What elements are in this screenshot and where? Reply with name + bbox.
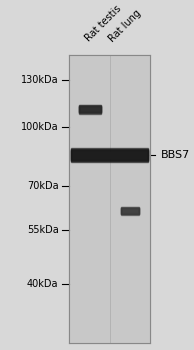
Bar (71, 148, 148, 162)
Bar (121, 208, 139, 214)
Bar (71, 150, 148, 160)
Bar (79, 106, 100, 113)
Bar (79, 105, 100, 113)
Bar (121, 207, 139, 214)
Text: 70kDa: 70kDa (27, 181, 59, 191)
Bar (79, 106, 100, 113)
Bar (71, 148, 148, 162)
Bar (121, 208, 139, 213)
Text: 40kDa: 40kDa (27, 279, 59, 289)
Bar (79, 105, 100, 113)
Text: Rat lung: Rat lung (107, 8, 143, 44)
Bar (79, 106, 100, 112)
Bar (121, 207, 139, 215)
Text: Rat testis: Rat testis (83, 4, 123, 44)
Text: 100kDa: 100kDa (21, 122, 59, 132)
Bar (71, 150, 148, 160)
Bar (121, 208, 139, 213)
Bar (79, 105, 100, 113)
Bar (121, 208, 139, 214)
Bar (121, 208, 139, 213)
Bar (121, 208, 139, 213)
Bar (79, 105, 100, 113)
Text: BBS7: BBS7 (161, 150, 190, 160)
Text: 55kDa: 55kDa (27, 225, 59, 236)
Bar (79, 106, 100, 112)
Bar (71, 149, 148, 161)
Bar (79, 106, 100, 112)
Bar (71, 149, 148, 161)
Bar (71, 151, 148, 159)
Bar (71, 149, 148, 161)
Bar (69, 55, 150, 343)
Bar (121, 208, 139, 213)
Text: 130kDa: 130kDa (21, 75, 59, 85)
Bar (121, 207, 139, 215)
Bar (79, 106, 100, 112)
Bar (121, 207, 139, 214)
Bar (79, 106, 100, 112)
Bar (71, 149, 148, 161)
Bar (71, 151, 148, 159)
Bar (71, 150, 148, 160)
